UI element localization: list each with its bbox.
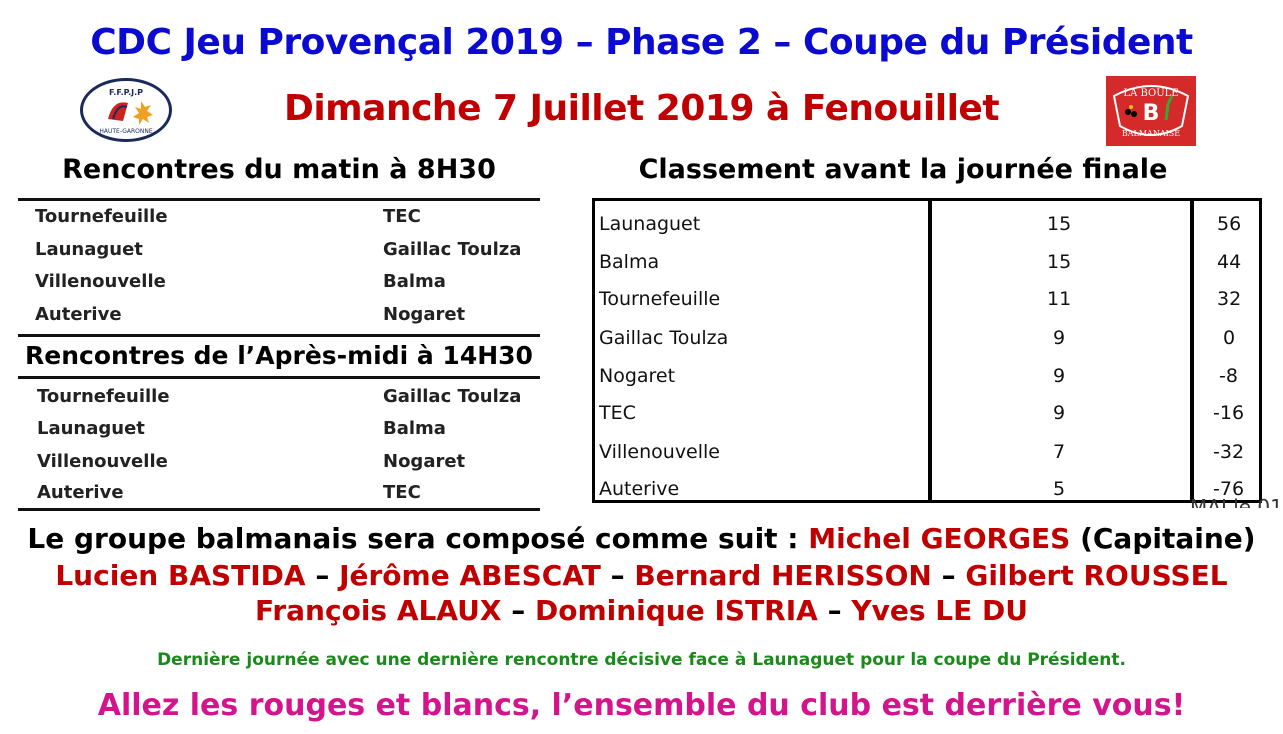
table-row: Tournefeuille 11 32 [599,288,1242,310]
fffpjp-logo: F.F.P.J.P HAUTE-GARONNE [80,78,172,142]
table-row: Auterive 5 -76 [599,478,1245,500]
match-away: Balma [383,271,446,292]
team-line-3: François ALAUX – Dominique ISTRIA – Yves… [255,594,1028,627]
page-subtitle: Dimanche 7 Juillet 2019 à Fenouillet [283,88,1000,129]
svg-text:F.F.P.J.P: F.F.P.J.P [109,88,143,97]
table-row: Launaguet 15 56 [599,213,1242,235]
match-home: Villenouvelle [37,451,168,472]
standings-table: Launaguet 15 56 Balma 15 44 Tournefeuille 11 3… [592,198,1262,503]
divider [18,376,540,379]
afternoon-title: Rencontres de l’Après-midi à 14H30 [25,341,533,370]
divider [18,508,540,511]
match-home: Villenouvelle [35,271,166,292]
table-row: TEC 9 -16 [599,402,1245,424]
match-away: Gaillac Toulza [383,386,522,407]
divider [18,334,540,337]
match-home: Auterive [35,304,122,325]
svg-text:HAUTE-GARONNE: HAUTE-GARONNE [99,128,152,135]
match-away: Nogaret [383,304,466,325]
match-away: Balma [383,418,446,439]
morning-title: Rencontres du matin à 8H30 [62,154,496,185]
update-note: MAJ le 01/0 [1190,495,1283,508]
match-home: Auterive [37,482,124,503]
match-home: Launaguet [37,418,145,439]
page-title: CDC Jeu Provençal 2019 – Phase 2 – Coupe… [90,22,1193,63]
svg-text:LA BOULE: LA BOULE [1123,88,1178,99]
slogan: Allez les rouges et blancs, l’ensemble d… [97,688,1186,723]
match-home: Tournefeuille [37,386,170,407]
match-home: Tournefeuille [35,206,168,227]
match-away: TEC [383,482,421,503]
standings-title: Classement avant la journée finale [638,154,1168,185]
table-row: Villenouvelle 7 -32 [599,441,1245,463]
boule-balmanaise-logo: LA BOULE B BALMANAISE [1106,76,1196,146]
match-away: Nogaret [383,451,466,472]
captain-name: Michel GEORGES [808,522,1071,555]
svg-text:B: B [1143,101,1160,126]
svg-text:BALMANAISE: BALMANAISE [1122,129,1180,138]
table-row: Balma 15 44 [599,251,1242,273]
table-row: Nogaret 9 -8 [599,365,1238,387]
divider [18,198,540,201]
table-row: Gaillac Toulza 9 0 [599,327,1236,349]
final-day-note: Dernière journée avec une dernière renco… [157,650,1126,670]
team-line-2: Lucien BASTIDA – Jérôme ABESCAT – Bernar… [55,559,1228,592]
match-away: Gaillac Toulza [383,239,522,260]
team-intro-line: Le groupe balmanais sera composé comme s… [27,522,1256,555]
match-away: TEC [383,206,421,227]
match-home: Launaguet [35,239,143,260]
